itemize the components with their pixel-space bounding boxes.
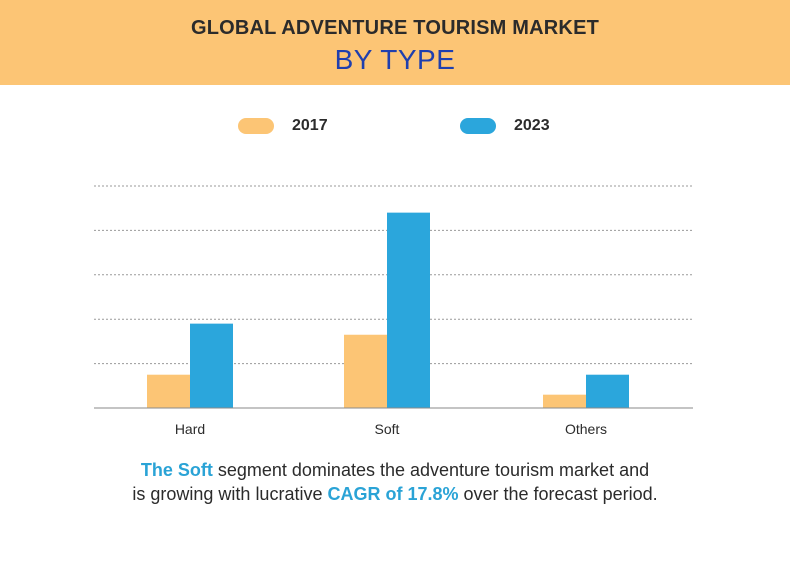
footer-line-2: is growing with lucrative CAGR of 17.8% … (0, 482, 790, 506)
bar-2023-hard (190, 323, 233, 408)
footer-line-2-end: over the forecast period. (458, 484, 658, 504)
footer-caption: The Soft segment dominates the adventure… (0, 458, 790, 506)
x-tick-label-hard: Hard (175, 421, 205, 437)
bar-2023-others (586, 374, 629, 408)
legend-swatch-2017 (238, 118, 274, 134)
bar-2023-soft (387, 212, 430, 408)
bar-2017-hard (147, 374, 190, 408)
legend-swatch-2023 (460, 118, 496, 134)
legend-label-2023: 2023 (514, 117, 550, 134)
title-banner: GLOBAL ADVENTURE TOURISM MARKET BY TYPE (0, 0, 790, 85)
footer-highlight-cagr: CAGR of 17.8% (327, 484, 459, 504)
legend-item-2023: 2023 (460, 112, 550, 140)
footer-line-2-start: is growing with lucrative (132, 484, 328, 504)
footer-highlight-soft: The Soft (140, 460, 213, 480)
bar-2017-soft (344, 334, 387, 408)
legend-label-2017: 2017 (292, 117, 328, 134)
chart-subtitle: BY TYPE (334, 44, 456, 75)
x-tick-label-others: Others (565, 421, 607, 437)
x-tick-label-soft: Soft (375, 421, 400, 437)
chart-title: GLOBAL ADVENTURE TOURISM MARKET (190, 17, 600, 39)
footer-line-1-text: segment dominates the adventure tourism … (212, 460, 650, 480)
bar-2017-others (543, 394, 586, 408)
chart-legend: 2017 2023 (0, 112, 790, 140)
legend-item-2017: 2017 (238, 112, 328, 140)
footer-line-1: The Soft segment dominates the adventure… (0, 458, 790, 482)
